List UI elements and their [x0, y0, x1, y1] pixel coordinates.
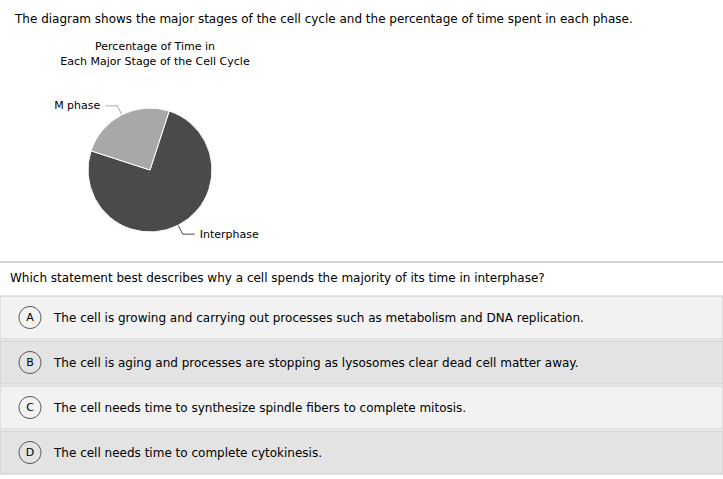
svg-text:M phase: M phase [54, 99, 100, 112]
svg-text:A: A [26, 311, 34, 324]
svg-text:Percentage of Time in: Percentage of Time in [95, 40, 215, 53]
svg-text:B: B [26, 356, 34, 369]
svg-text:The diagram shows the major st: The diagram shows the major stages of th… [14, 12, 633, 26]
svg-text:The cell is aging and processe: The cell is aging and processes are stop… [53, 356, 579, 370]
svg-text:D: D [26, 446, 34, 459]
svg-text:Interphase: Interphase [200, 228, 259, 241]
svg-text:Which statement best describes: Which statement best describes why a cel… [10, 271, 545, 285]
svg-text:C: C [26, 401, 34, 414]
svg-text:Each Major Stage of the Cell C: Each Major Stage of the Cell Cycle [60, 55, 250, 68]
svg-text:The cell needs time to synthes: The cell needs time to synthesize spindl… [53, 401, 466, 415]
svg-text:The cell is growing and carryi: The cell is growing and carrying out pro… [53, 311, 584, 325]
svg-text:The cell needs time to complet: The cell needs time to complete cytokine… [53, 446, 322, 460]
